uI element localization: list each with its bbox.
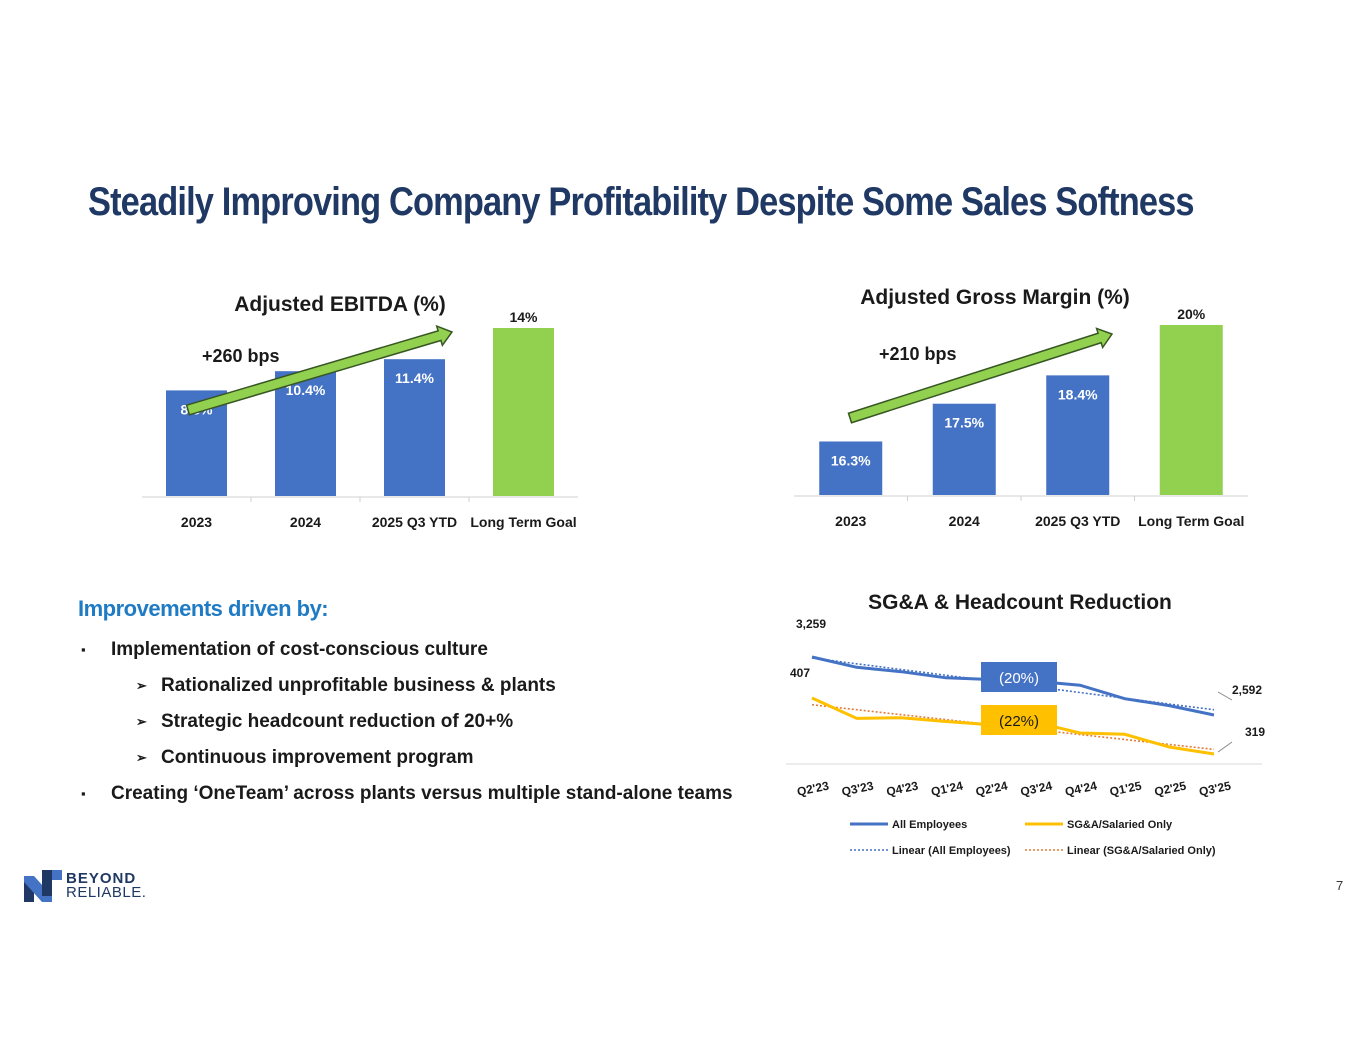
data-label: 10.4% <box>286 382 326 398</box>
legend-label: All Employees <box>892 819 967 831</box>
callout-label: (22%) <box>999 713 1039 730</box>
list-item-text: Continuous improvement program <box>161 747 474 768</box>
x-tick-label: 2025 Q3 YTD <box>372 514 457 530</box>
data-label: 14% <box>509 309 538 325</box>
logo-text-bottom: RELIABLE. <box>66 884 147 901</box>
legend-label: Linear (All Employees) <box>892 845 1011 857</box>
x-tick-label: Q4'24 <box>1064 778 1099 798</box>
logo-text-top: BEYOND <box>66 870 137 887</box>
x-tick-label: Q1'25 <box>1108 778 1143 798</box>
improvements-heading: Improvements driven by: <box>78 596 329 621</box>
growth-arrow-icon <box>185 324 454 416</box>
bar-long-term-goal <box>493 328 554 496</box>
arrow-bullet-icon: ➢ <box>136 750 147 765</box>
label-leader <box>1217 691 1233 701</box>
list-item-text: Implementation of cost-conscious culture <box>111 639 488 660</box>
bar-long-term-goal <box>1159 325 1223 495</box>
x-tick-label: Q1'24 <box>930 778 965 798</box>
data-label: 16.3% <box>831 452 871 468</box>
logo-mark-icon <box>24 870 62 902</box>
data-label: 11.4% <box>395 370 434 386</box>
growth-annotation: +210 bps <box>879 344 957 364</box>
data-label: 407 <box>790 666 810 680</box>
list-item: ➢ Strategic headcount reduction of 20+% <box>78 710 758 746</box>
bar-2025-q3-ytd <box>1046 375 1110 495</box>
list-item: ▪ Implementation of cost-conscious cultu… <box>78 638 758 674</box>
legend-label: SG&A/Salaried Only <box>1067 819 1173 831</box>
x-tick-label: 2023 <box>835 513 866 529</box>
bar-2024 <box>932 403 996 495</box>
x-tick-label: Q2'24 <box>974 778 1009 798</box>
chart-title: SG&A & Headcount Reduction <box>868 591 1172 614</box>
x-tick-label: 2023 <box>181 514 212 530</box>
square-bullet-icon: ▪ <box>81 642 86 657</box>
company-logo: BEYOND RELIABLE. <box>24 870 174 904</box>
list-item: ➢ Continuous improvement program <box>78 746 758 782</box>
legend-label: Linear (SG&A/Salaried Only) <box>1067 845 1216 857</box>
label-leader <box>1217 741 1233 753</box>
data-label: 20% <box>1177 306 1206 322</box>
x-tick-label: Long Term Goal <box>1138 513 1244 529</box>
chart-title: Adjusted Gross Margin (%) <box>860 286 1130 309</box>
list-item-text: Strategic headcount reduction of 20+% <box>161 711 514 732</box>
improvements-list: Improvements driven by: ▪ Implementation… <box>78 596 758 818</box>
data-label: 17.5% <box>944 415 984 431</box>
arrow-bullet-icon: ➢ <box>136 678 147 693</box>
data-label: 3,259 <box>796 617 826 631</box>
list-item-text: Creating ‘OneTeam’ across plants versus … <box>111 783 733 804</box>
x-tick-label: 2024 <box>949 513 980 529</box>
data-label: 2,592 <box>1232 683 1262 697</box>
x-tick-label: 2025 Q3 YTD <box>1035 513 1120 529</box>
page-number: 7 <box>1336 878 1344 893</box>
data-label: 319 <box>1245 725 1265 739</box>
x-tick-label: Q2'23 <box>796 778 831 798</box>
callout-label: (20%) <box>999 670 1039 687</box>
list-item-text: Rationalized unprofitable business & pla… <box>161 675 556 696</box>
callout-box-all-employees <box>981 662 1057 692</box>
square-bullet-icon: ▪ <box>81 786 86 801</box>
gross-margin-chart: Adjusted Gross Margin (%) 16.3% 2023 17.5% 2… <box>794 286 1248 529</box>
growth-arrow-icon <box>847 327 1114 424</box>
sga-headcount-chart: SG&A & Headcount Reduction 3,259 407 2,592 3… <box>786 591 1265 857</box>
bar-2025-q3-ytd <box>384 359 445 496</box>
x-tick-label: Q2'25 <box>1153 778 1188 798</box>
callout-box-sga <box>981 705 1057 735</box>
x-tick-label: 2024 <box>290 514 321 530</box>
data-label: 18.4% <box>1058 386 1098 402</box>
list-item: ➢ Rationalized unprofitable business & p… <box>78 674 758 710</box>
page-title: Steadily Improving Company Profitability… <box>88 180 1195 224</box>
growth-annotation: +260 bps <box>202 346 280 366</box>
x-tick-label: Q3'25 <box>1198 778 1233 798</box>
arrow-bullet-icon: ➢ <box>136 714 147 729</box>
x-tick-label: Long Term Goal <box>470 514 576 530</box>
list-item: ▪ Creating ‘OneTeam’ across plants versu… <box>78 782 758 818</box>
bar-2023 <box>819 441 883 495</box>
chart-title: Adjusted EBITDA (%) <box>234 293 446 316</box>
ebitda-chart: Adjusted EBITDA (%)8.8%202310.4%202411.4… <box>142 293 578 530</box>
bar-2024 <box>275 371 336 496</box>
x-tick-label: Q4'23 <box>885 778 920 798</box>
x-tick-label: Q3'24 <box>1019 778 1054 798</box>
x-tick-label: Q3'23 <box>840 778 875 798</box>
